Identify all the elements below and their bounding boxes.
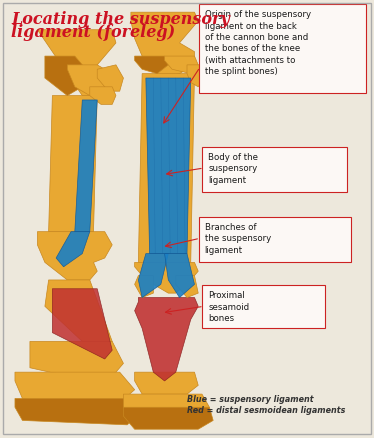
Text: Proximal
sesamoid
bones: Proximal sesamoid bones: [208, 290, 249, 322]
Text: Origin of the suspensory
ligament on the back
of the cannon bone and
the bones o: Origin of the suspensory ligament on the…: [205, 10, 311, 76]
Polygon shape: [49, 96, 97, 232]
FancyBboxPatch shape: [199, 217, 351, 262]
Polygon shape: [135, 57, 168, 74]
FancyBboxPatch shape: [202, 285, 325, 328]
Polygon shape: [146, 79, 191, 254]
Polygon shape: [45, 57, 90, 96]
Polygon shape: [75, 101, 97, 232]
Polygon shape: [37, 232, 112, 280]
FancyBboxPatch shape: [202, 147, 347, 192]
Polygon shape: [97, 66, 123, 92]
Polygon shape: [138, 254, 168, 298]
Polygon shape: [123, 407, 213, 429]
Text: Locating the suspensory: Locating the suspensory: [11, 11, 230, 28]
FancyBboxPatch shape: [199, 5, 366, 94]
Polygon shape: [45, 280, 112, 350]
Polygon shape: [52, 289, 112, 359]
Polygon shape: [15, 372, 135, 407]
Polygon shape: [135, 263, 198, 293]
Polygon shape: [90, 88, 116, 105]
Text: Blue = suspensory ligament
Red = distal sesmoidean ligaments: Blue = suspensory ligament Red = distal …: [187, 395, 345, 414]
Polygon shape: [67, 66, 112, 96]
Text: ligament (foreleg): ligament (foreleg): [11, 24, 175, 41]
Text: Branches of
the suspensory
ligament: Branches of the suspensory ligament: [205, 223, 271, 254]
Polygon shape: [37, 31, 116, 96]
Polygon shape: [135, 276, 153, 298]
Polygon shape: [165, 254, 194, 298]
Polygon shape: [176, 276, 198, 298]
Polygon shape: [187, 66, 206, 88]
Polygon shape: [135, 372, 198, 394]
Polygon shape: [30, 342, 123, 381]
Polygon shape: [123, 394, 209, 420]
Polygon shape: [131, 13, 198, 79]
Polygon shape: [138, 74, 194, 263]
Polygon shape: [165, 57, 198, 74]
Polygon shape: [56, 232, 90, 267]
Text: Body of the
suspensory
ligament: Body of the suspensory ligament: [208, 152, 258, 184]
Polygon shape: [15, 399, 142, 425]
Polygon shape: [135, 298, 198, 381]
